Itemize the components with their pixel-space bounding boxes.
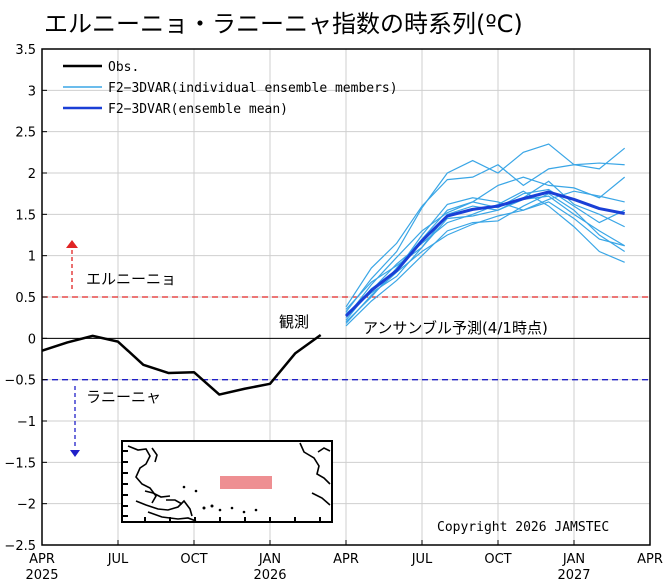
ensemble-member-line-3 — [345, 176, 626, 319]
el-nino-label: エルニーニョ — [86, 270, 176, 288]
x-tick-year-label: 2027 — [557, 568, 590, 581]
x-tick-label: JAN — [562, 552, 585, 567]
inset-map — [121, 440, 333, 523]
copyright-label: Copyright 2026 JAMSTEC — [437, 520, 609, 535]
y-tick-label: 3 — [28, 84, 36, 99]
chart-title: エルニーニョ・ラニーニャ指数の時系列(ºC) — [44, 10, 523, 38]
la-nina-arrow — [70, 386, 80, 457]
inset-map-islands — [182, 485, 258, 514]
legend-label-members: F2−3DVAR(individual ensemble members) — [108, 81, 398, 96]
y-tick-label: 3.5 — [15, 43, 36, 58]
y-tick-label: −0.5 — [4, 374, 36, 389]
ensemble-member-line-9 — [345, 180, 625, 310]
threshold-lines — [42, 296, 650, 381]
legend-label-mean: F2−3DVAR(ensemble mean) — [108, 102, 288, 117]
y-tick-label: 2 — [28, 167, 36, 182]
x-tick-label: APR — [333, 552, 359, 567]
y-tick-label: 0.5 — [15, 291, 36, 306]
x-tick-label: OCT — [484, 552, 511, 567]
x-tick-label: APR — [29, 552, 55, 567]
x-tick-label: OCT — [180, 552, 207, 567]
el-nino-arrow — [66, 240, 78, 289]
obs-line — [41, 334, 322, 396]
x-tick-label: JUL — [107, 552, 129, 567]
y-tick-label: −1.5 — [4, 456, 36, 471]
y-tick-labels: 3.5 3 2.5 2 1.5 1 0.5 0 −0.5 −1 −1.5 −2 −2.5 — [4, 43, 47, 554]
x-tick-label: JUL — [411, 552, 433, 567]
nino3-region — [220, 476, 272, 489]
forecast-label: アンサンブル予測(4/1時点) — [363, 319, 548, 337]
ensemble-member-line-2 — [345, 162, 625, 308]
ensemble-member-line-10 — [345, 201, 625, 324]
x-tick-label: JAN — [258, 552, 281, 567]
y-tick-label: 0 — [28, 332, 36, 347]
y-tick-label: −2.5 — [4, 539, 36, 554]
x-tick-label: APR — [637, 552, 663, 567]
legend-label-obs: Obs. — [108, 60, 139, 75]
la-nina-label: ラニーニャ — [86, 388, 161, 406]
x-tick-year-label: 2025 — [25, 568, 58, 581]
y-tick-label: 1 — [28, 250, 36, 265]
x-tick-year-label: 2026 — [253, 568, 286, 581]
y-tick-label: −2 — [17, 498, 36, 513]
ensemble-member-line-6 — [345, 192, 625, 327]
y-tick-label: −1 — [17, 415, 36, 430]
ensemble-members — [345, 143, 626, 327]
ensemble-member-line-5 — [345, 195, 625, 314]
observed-label: 観測 — [279, 313, 309, 331]
series-lines — [41, 190, 625, 396]
legend: Obs. F2−3DVAR(individual ensemble member… — [63, 60, 398, 117]
y-tick-label: 2.5 — [15, 126, 36, 141]
inset-map-coastlines — [127, 442, 331, 522]
y-tick-label: 1.5 — [15, 208, 36, 223]
ensemble-mean-line — [344, 190, 625, 318]
ensemble-member-line-1 — [345, 143, 626, 313]
